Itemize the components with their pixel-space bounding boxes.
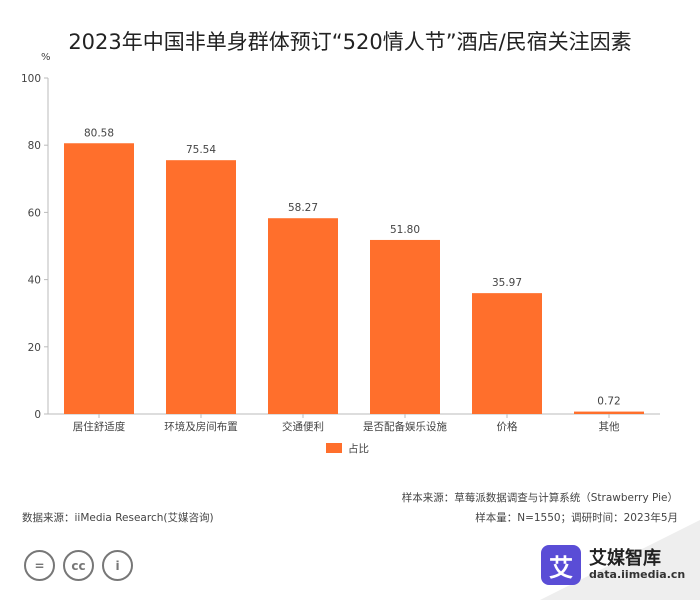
creative-commons-icon: cc — [63, 550, 94, 581]
attribution-icon: i — [102, 550, 133, 581]
y-tick-label: 100 — [21, 73, 41, 85]
legend-label: 占比 — [348, 442, 369, 455]
bar-chart: 0 20 40 60 80 100 80.58 居住舒适度 75.54 环境及房间布置 58.27 交… — [21, 73, 660, 455]
equals-license-icon: = — [24, 550, 55, 581]
data-source-text: 数据来源：iiMedia Research(艾媒咨询) — [22, 512, 214, 524]
bar-value-label: 35.97 — [492, 277, 522, 289]
bar — [574, 411, 644, 414]
bar-value-label: 51.80 — [390, 224, 420, 236]
license-icons: = cc i — [24, 550, 133, 581]
chart-title: 2023年中国非单身群体预订“520情人节”酒店/民宿关注因素 — [68, 30, 632, 54]
y-tick-label: 40 — [28, 275, 41, 287]
bar — [370, 239, 440, 414]
bar-value-label: 80.58 — [84, 127, 114, 139]
brand-logo: 艾 艾媒智库 data.iimedia.cn — [541, 545, 685, 585]
brand-badge-icon: 艾 — [541, 545, 581, 585]
brand-name: 艾媒智库 — [589, 548, 661, 570]
x-tick-label: 居住舒适度 — [73, 420, 126, 433]
sample-source-text: 样本来源：草莓派数据调查与计算系统（Strawberry Pie） — [401, 492, 678, 504]
brand-url: data.iimedia.cn — [589, 567, 686, 581]
bar — [472, 293, 542, 414]
bar-value-label: 58.27 — [288, 202, 318, 214]
x-tick-label: 环境及房间布置 — [164, 420, 238, 433]
y-axis-unit: % — [41, 52, 51, 63]
x-tick-label: 其他 — [599, 420, 620, 433]
x-tick-label: 是否配备娱乐设施 — [363, 420, 447, 433]
x-tick-label: 交通便利 — [282, 420, 324, 433]
bar — [64, 143, 134, 414]
y-tick-label: 0 — [34, 409, 41, 421]
y-tick-label: 80 — [28, 140, 41, 152]
bar — [268, 218, 338, 414]
bar-value-label: 75.54 — [186, 144, 216, 156]
bar-value-label: 0.72 — [597, 396, 620, 408]
bar — [166, 160, 236, 414]
x-tick-label: 价格 — [497, 420, 518, 433]
y-tick-label: 60 — [28, 207, 41, 219]
sample-info-text: 样本量：N=1550；调研时间：2023年5月 — [475, 512, 678, 524]
y-tick-label: 20 — [28, 342, 41, 354]
legend-swatch — [326, 443, 342, 453]
